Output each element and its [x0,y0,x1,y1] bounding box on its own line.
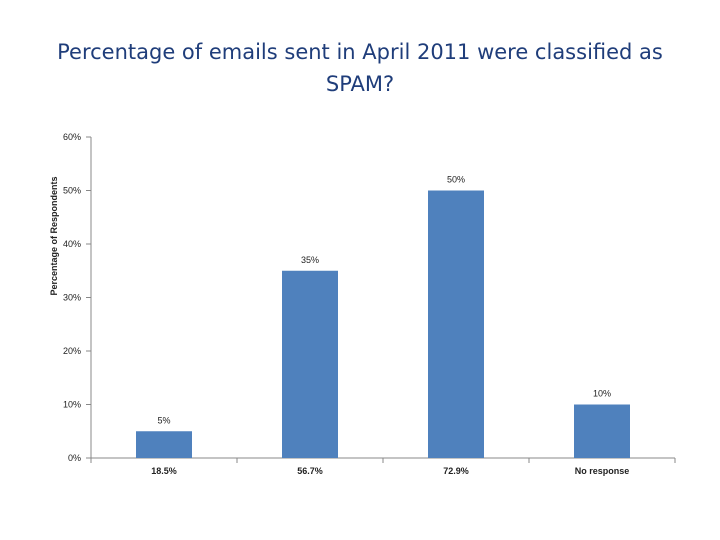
chart-title: Percentage of emails sent in April 2011 … [57,40,663,96]
y-tick-label: 50% [63,186,81,196]
y-tick-label: 20% [63,346,81,356]
x-tick-label: 72.9% [443,466,469,476]
y-axis-label: Percentage of Respondents [49,176,59,295]
data-label: 35% [301,255,319,265]
x-tick-label: No response [575,466,630,476]
x-tick-label: 18.5% [151,466,177,476]
bar [574,404,630,458]
bar [282,270,338,458]
bar [428,190,484,458]
x-tick-label: 56.7% [297,466,323,476]
y-tick-label: 10% [63,400,81,410]
y-tick-label: 30% [63,293,81,303]
chart-bars [136,190,630,458]
data-label: 10% [593,389,611,399]
data-label: 50% [447,175,465,185]
bar [136,431,192,458]
y-tick-label: 40% [63,239,81,249]
data-label: 5% [157,415,170,425]
y-tick-label: 60% [63,132,81,142]
y-tick-label: 0% [68,453,81,463]
chart-labels: 5% 18.5% 35% 56.7% 50% 72.9% 10% No response [151,175,629,477]
